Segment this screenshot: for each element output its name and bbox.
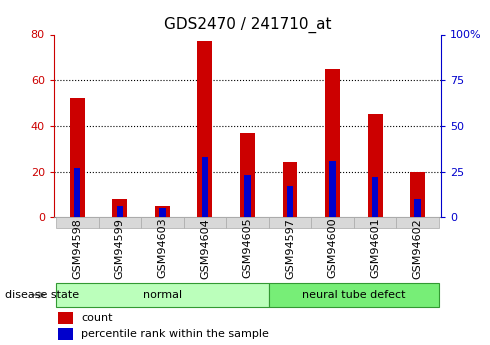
Bar xyxy=(58,328,74,340)
Bar xyxy=(269,283,439,307)
Text: GSM94601: GSM94601 xyxy=(370,218,380,278)
Bar xyxy=(141,217,184,228)
Title: GDS2470 / 241710_at: GDS2470 / 241710_at xyxy=(164,17,331,33)
Text: percentile rank within the sample: percentile rank within the sample xyxy=(81,329,269,339)
Text: GSM94598: GSM94598 xyxy=(73,218,82,279)
Text: GSM94599: GSM94599 xyxy=(115,218,125,279)
Bar xyxy=(184,217,226,228)
Bar xyxy=(155,206,170,217)
Text: GSM94605: GSM94605 xyxy=(243,218,252,278)
Bar xyxy=(197,41,212,217)
Bar xyxy=(372,177,378,217)
Bar xyxy=(112,199,127,217)
Bar xyxy=(226,217,269,228)
Bar xyxy=(283,162,297,217)
Text: disease state: disease state xyxy=(5,290,79,300)
Bar xyxy=(410,171,425,217)
Bar xyxy=(396,217,439,228)
Bar xyxy=(202,157,208,217)
Bar xyxy=(70,99,85,217)
Bar xyxy=(56,283,269,307)
Text: GSM94603: GSM94603 xyxy=(157,218,168,278)
Text: GSM94604: GSM94604 xyxy=(200,218,210,279)
Bar xyxy=(159,208,166,217)
Text: neural tube defect: neural tube defect xyxy=(302,290,406,300)
Text: normal: normal xyxy=(143,290,182,300)
Bar xyxy=(74,168,80,217)
Text: GSM94600: GSM94600 xyxy=(327,218,338,278)
Bar xyxy=(240,133,255,217)
Bar xyxy=(117,206,123,217)
Text: GSM94597: GSM94597 xyxy=(285,218,295,279)
Bar xyxy=(287,186,293,217)
Bar xyxy=(244,175,251,217)
Bar xyxy=(329,161,336,217)
Text: count: count xyxy=(81,313,113,323)
Bar xyxy=(269,217,311,228)
Bar xyxy=(368,115,383,217)
Bar xyxy=(354,217,396,228)
Bar xyxy=(415,199,421,217)
Bar xyxy=(98,217,141,228)
Bar xyxy=(325,69,340,217)
Text: GSM94602: GSM94602 xyxy=(413,218,422,279)
Bar xyxy=(58,312,74,324)
Bar xyxy=(56,217,98,228)
Bar xyxy=(311,217,354,228)
